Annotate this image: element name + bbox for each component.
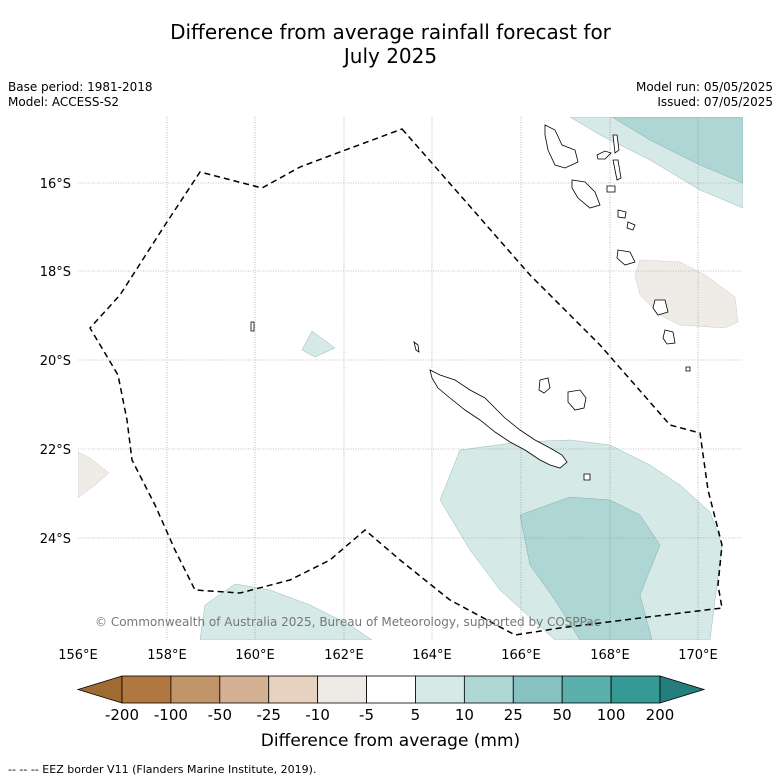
wet-region-small <box>301 330 336 358</box>
lon-tick-166e: 166°E <box>501 648 541 663</box>
colorbar-labels: -200 -100 -50 -25 -10 -5 5 10 25 50 100 200 <box>105 706 674 724</box>
colorbar-tick-label: -50 <box>208 706 233 724</box>
lat-tick-20s: 20°S <box>40 354 71 369</box>
lat-tick-22s: 22°S <box>40 443 71 458</box>
title-line-2: July 2025 <box>343 44 438 68</box>
wet-region-northeast-inner <box>611 117 743 184</box>
colorbar-tick-label: 5 <box>411 706 421 724</box>
colorbar-extend-low <box>76 675 123 704</box>
vanuatu-shepherd <box>626 221 636 231</box>
base-period-label: Base period: 1981-2018 <box>8 80 153 94</box>
lon-tick-158e: 158°E <box>147 648 187 663</box>
neutral-region-west <box>78 451 110 499</box>
coastlines <box>250 124 691 481</box>
vanuatu-epi <box>617 209 627 219</box>
loyalty-island-ouvea <box>538 377 551 394</box>
vanuatu-ambrym <box>606 185 616 193</box>
colorbar-bin <box>415 675 465 704</box>
colorbar-bin <box>170 675 221 704</box>
lon-tick-160e: 160°E <box>235 648 275 663</box>
vanuatu-aneityum <box>685 366 691 372</box>
colorbar-bin <box>317 675 367 704</box>
vanuatu-efate <box>616 249 636 266</box>
colorbar-tick-label: -200 <box>105 706 139 724</box>
colorbar-tick-label: -10 <box>305 706 330 724</box>
lat-ticks: 16°S 18°S 20°S 22°S 24°S <box>40 177 71 547</box>
colorbar-extend-high <box>659 675 706 704</box>
vanuatu-espiritu-santo <box>544 124 579 169</box>
title-line-1: Difference from average rainfall forecas… <box>170 20 611 44</box>
chart-title: Difference from average rainfall forecas… <box>0 20 781 68</box>
colorbar-bin <box>121 675 172 704</box>
lon-tick-156e: 156°E <box>58 648 98 663</box>
new-caledonia-main-island <box>429 369 568 469</box>
loyalty-island-lifou <box>567 389 587 411</box>
vanuatu-pentecost <box>612 159 622 181</box>
colorbar-tick-label: -25 <box>256 706 281 724</box>
lon-tick-168e: 168°E <box>590 648 630 663</box>
eez-legend-footnote: -- -- -- EEZ border V11 (Flanders Marine… <box>8 763 316 776</box>
vanuatu-erromango <box>652 299 669 316</box>
vanuatu-maewo <box>612 134 620 154</box>
issued-label: Issued: 07/05/2025 <box>657 95 773 109</box>
eez-dash-sample: -- -- <box>8 763 31 776</box>
wet-region-southwest <box>199 583 373 640</box>
lon-tick-164e: 164°E <box>412 648 452 663</box>
gridlines <box>78 117 743 640</box>
model-run-label: Model run: 05/05/2025 <box>635 80 773 94</box>
colorbar-bin <box>463 675 514 704</box>
colorbar-bin <box>366 675 416 704</box>
lat-tick-16s: 16°S <box>40 177 71 192</box>
colorbar-title: Difference from average (mm) <box>260 731 521 751</box>
meta-right: Model run: 05/05/2025 Issued: 07/05/2025 <box>636 80 773 110</box>
colorbar-tick-label: 10 <box>455 706 474 724</box>
colorbar-bin <box>561 675 612 704</box>
island-small-a <box>250 321 255 332</box>
model-label: Model: ACCESS-S2 <box>8 95 120 109</box>
vanuatu-tanna <box>662 329 676 345</box>
colorbar-tick-label: -5 <box>359 706 374 724</box>
copyright-text: © Commonwealth of Australia 2025, Bureau… <box>95 615 600 629</box>
colorbar-bin <box>610 675 661 704</box>
colorbar-tick-label: -100 <box>154 706 188 724</box>
colorbar-tick-label: 200 <box>646 706 675 724</box>
lat-tick-24s: 24°S <box>40 532 71 547</box>
colorbar-tick-label: 50 <box>553 706 572 724</box>
colorbar-tick-label: 25 <box>504 706 523 724</box>
lon-tick-162e: 162°E <box>324 648 364 663</box>
colorbar <box>76 675 706 704</box>
lon-tick-170e: 170°E <box>678 648 718 663</box>
vanuatu-malekula <box>571 179 601 209</box>
loyalty-island-mare <box>583 473 591 481</box>
lon-ticks: 156°E 158°E 160°E 162°E 164°E 166°E 168°… <box>58 648 718 663</box>
colorbar-bin <box>219 675 270 704</box>
vanuatu-ambae <box>596 150 612 160</box>
colorbar-bin <box>268 675 319 704</box>
lat-tick-18s: 18°S <box>40 265 71 280</box>
belep-island <box>413 341 420 353</box>
eez-border <box>89 128 723 636</box>
footnote-text: -- EEZ border V11 (Flanders Marine Insti… <box>30 763 317 776</box>
wet-region-southeast-inner <box>519 496 661 640</box>
meta-left: Base period: 1981-2018 Model: ACCESS-S2 <box>8 80 153 110</box>
colorbar-bin <box>512 675 563 704</box>
colorbar-tick-label: 100 <box>597 706 626 724</box>
